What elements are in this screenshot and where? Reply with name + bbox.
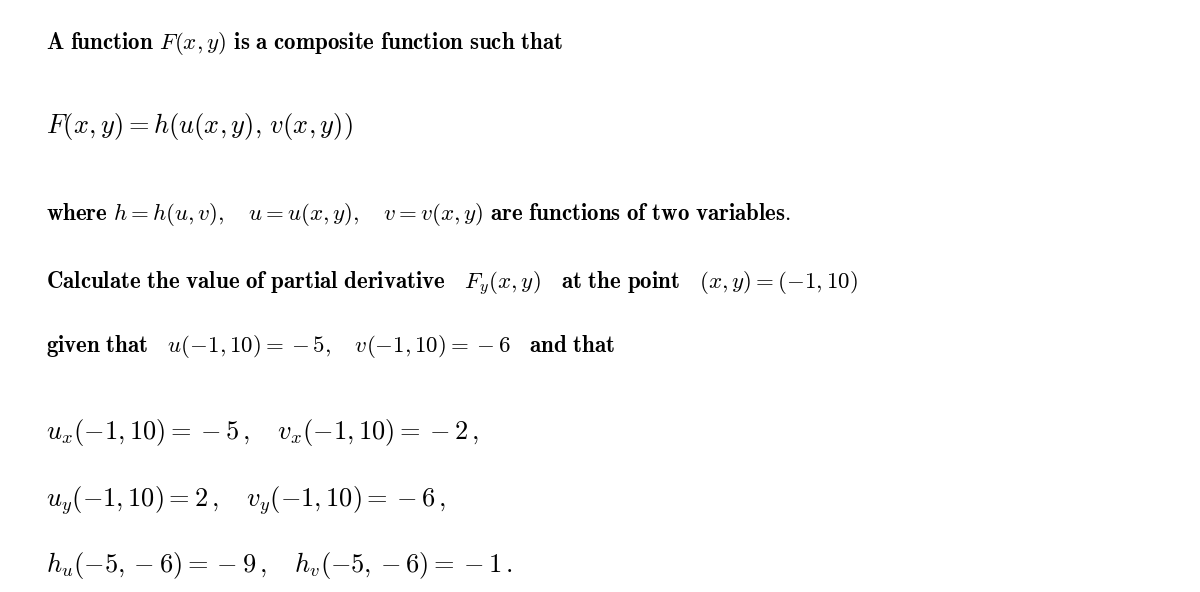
Text: $\mathbf{Calculate\ the\ value\ of\ partial\ derivative}\quad F_y(x,y)\quad \mat: $\mathbf{Calculate\ the\ value\ of\ part… bbox=[46, 270, 858, 298]
Text: $\mathbf{A\ function}$ $F(x,y)$ $\mathbf{is\ a\ composite\ function\ such\ that}: $\mathbf{A\ function}$ $F(x,y)$ $\mathbf… bbox=[46, 30, 563, 57]
Text: $h_u(-5,-6)=-9\,,\quad h_v(-5,-6)=-1\,.$: $h_u(-5,-6)=-9\,,\quad h_v(-5,-6)=-1\,.$ bbox=[46, 550, 512, 581]
Text: $\mathbf{given\ that}\quad u(-1,10)=-5,\quad v(-1,10)=-6\quad \mathbf{and\ that}: $\mathbf{given\ that}\quad u(-1,10)=-5,\… bbox=[46, 333, 616, 361]
Text: $F(x,y) = h(u(x,y),\, v(x,y))$: $F(x,y) = h(u(x,y),\, v(x,y))$ bbox=[46, 111, 353, 142]
Text: $\mathbf{where}\ h = h(u,v),\quad u = u(x,y),\quad v = v(x,y)\ \mathbf{are\ func: $\mathbf{where}\ h = h(u,v),\quad u = u(… bbox=[46, 201, 791, 227]
Text: $u_x(-1,10)=-5\,,\quad v_x(-1,10)=-2\,,$: $u_x(-1,10)=-5\,,\quad v_x(-1,10)=-2\,,$ bbox=[46, 417, 479, 448]
Text: $u_y(-1,10)=2\,,\quad v_y(-1,10)=-6\,,$: $u_y(-1,10)=2\,,\quad v_y(-1,10)=-6\,,$ bbox=[46, 484, 446, 517]
